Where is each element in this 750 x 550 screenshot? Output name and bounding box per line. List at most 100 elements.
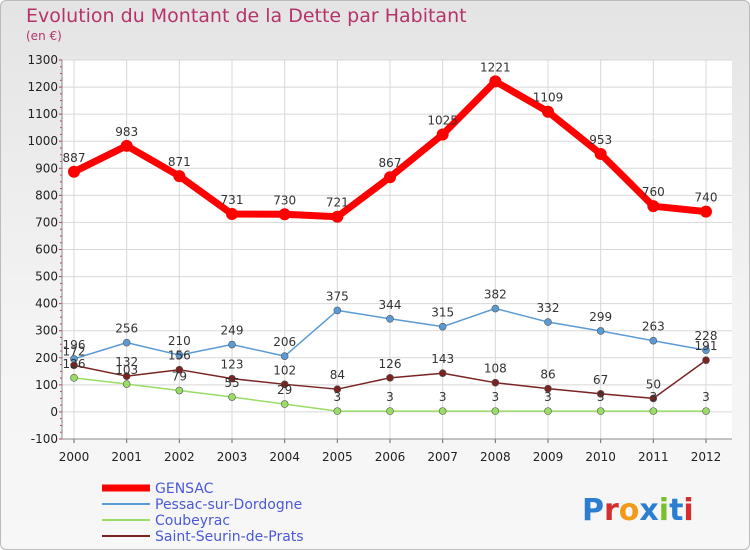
data-label: 84 [330,368,345,382]
data-label: 332 [537,301,560,315]
y-tick-label: 200 [35,351,58,365]
data-label: 132 [115,355,138,369]
data-point [649,394,658,403]
data-point [491,304,500,313]
data-label: 1221 [480,60,511,74]
data-point [384,171,396,184]
data-point [122,372,131,380]
data-point [173,170,186,183]
data-label: 256 [115,322,138,336]
data-label: 103 [115,363,138,377]
data-label: 196 [63,338,86,352]
logo-letter: P [582,493,604,528]
data-label: 263 [642,320,665,334]
plot-area: -100 0 100 200 300 400 500 600 700 800 900 1000 1100… [27,53,732,464]
data-point [542,105,554,118]
data-point [122,338,131,347]
data-label: 249 [221,324,244,338]
data-point [700,205,712,218]
x-tick-label: 2000 [59,450,90,464]
logo-letter: r [604,493,619,528]
data-point [70,361,78,370]
data-point [647,200,660,213]
data-label: 102 [273,363,296,377]
data-label: 315 [431,306,454,320]
data-point [596,389,605,398]
x-tick-label: 2006 [375,450,406,464]
data-point [122,380,131,388]
y-tick-label: -100 [31,432,58,446]
data-label: 731 [221,193,244,207]
legend-label: Saint-Seurin-de-Prats [155,529,304,545]
data-label: 1025 [427,113,458,127]
y-tick-label: 400 [35,297,58,311]
data-label: 86 [540,368,555,382]
data-label: 299 [589,310,612,324]
data-point [280,380,289,389]
data-point [68,165,80,178]
x-tick-label: 2002 [164,450,195,464]
data-label: 156 [168,349,191,363]
data-label: 79 [172,370,187,384]
data-point [544,384,552,393]
data-point [386,374,394,382]
y-tick-label: 1300 [27,53,58,67]
data-label: 3 [334,390,342,404]
data-label: 126 [379,357,402,371]
chart-title: Evolution du Montant de la Dette par Hab… [26,5,467,27]
y-tick-label: 1200 [27,80,58,94]
data-label: 172 [63,344,86,358]
data-point [226,208,238,221]
data-label: 29 [277,383,292,397]
data-label: 1109 [533,91,564,105]
data-point [702,346,710,355]
data-label: 983 [115,125,138,139]
data-point [120,139,133,152]
data-label: 721 [326,196,349,210]
data-label: 740 [695,191,718,205]
data-label: 867 [379,156,402,170]
data-label: 382 [484,288,507,302]
data-label: 887 [63,151,86,165]
y-tick-label: 600 [35,243,58,257]
data-point [438,407,447,415]
data-point [491,407,500,415]
data-label: 3 [439,390,447,404]
data-label: 3 [386,390,394,404]
data-label: 228 [695,329,718,343]
data-label: 871 [168,155,191,169]
x-tick-label: 2003 [217,450,248,464]
data-point [649,407,658,415]
data-point [702,407,710,415]
data-point [278,208,291,221]
data-point [175,351,184,359]
data-point [489,75,502,88]
x-tick-label: 2009 [533,450,564,464]
data-point [596,407,605,415]
x-tick-label: 2011 [638,450,669,464]
data-label: 953 [589,133,612,147]
logo-letter: i [659,493,669,528]
legend-label: Coubeyrac [155,513,230,529]
data-point [333,306,342,315]
x-tick-label: 2004 [269,450,300,464]
data-point [702,356,710,365]
data-point [280,352,289,360]
proxiti-logo: Proxiti [582,493,694,528]
x-tick-label: 2007 [427,450,458,464]
y-tick-label: 500 [35,270,58,284]
data-label: 3 [492,390,500,404]
x-tick-label: 2010 [585,450,616,464]
legend-label: Pessac-sur-Dordogne [155,497,302,513]
data-point [386,407,394,415]
data-label: 191 [695,339,718,353]
data-point [280,400,289,408]
y-tick-label: 0 [50,405,58,419]
legend: GENSACPessac-sur-DordogneCoubeyracSaint-… [102,481,304,545]
y-tick-label: 300 [35,324,58,338]
data-label: 67 [593,373,608,387]
data-label: 3 [702,390,710,404]
y-tick-label: 900 [35,161,58,175]
y-tick-label: 700 [35,215,58,229]
